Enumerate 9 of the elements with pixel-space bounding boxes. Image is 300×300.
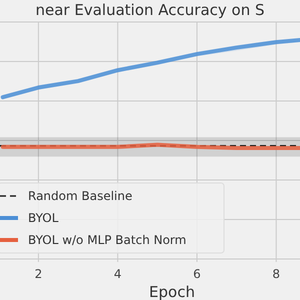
x-axis-title: Epoch — [149, 283, 195, 300]
x-tick-label: 4 — [114, 267, 122, 281]
x-tick-label: 6 — [193, 267, 201, 281]
x-tick-label: 2 — [34, 267, 42, 281]
x-tick-label: 8 — [272, 267, 280, 281]
legend-label: Random Baseline — [28, 189, 132, 203]
legend-label: BYOL — [28, 211, 59, 225]
chart-title: near Evaluation Accuracy on S — [36, 1, 264, 19]
legend-label: BYOL w/o MLP Batch Norm — [28, 233, 186, 247]
